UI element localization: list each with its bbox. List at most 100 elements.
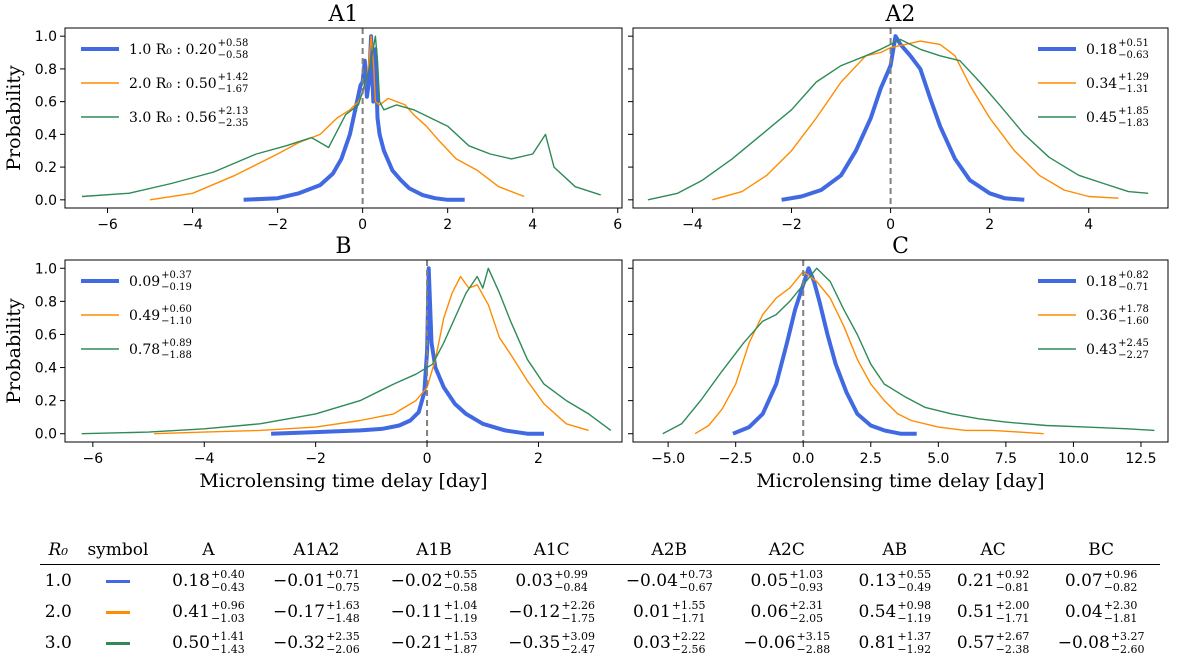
delay-cell: −0.01+0.71−0.75: [258, 565, 376, 597]
series-line-2: [695, 272, 1044, 434]
y-axis-label: Probability: [3, 65, 25, 171]
legend-err-down: −2.27: [1118, 350, 1149, 361]
legend-err-down: −1.10: [161, 316, 192, 327]
series-line-3: [663, 268, 1155, 433]
legend-label: 2.0 R₀ : 0.50: [129, 76, 217, 92]
series-line-2: [154, 277, 588, 434]
x-tick-label: −6: [83, 451, 104, 467]
y-tick-label: 0.0: [35, 427, 57, 443]
x-tick-label: −6: [97, 217, 118, 233]
x-axis-label: Microlensing time delay [day]: [756, 470, 1044, 492]
x-tick-label: 0: [358, 217, 367, 233]
legend-label: 0.09: [129, 274, 160, 290]
x-tick-label: −2: [305, 451, 326, 467]
legend-err-up: +1.42: [218, 72, 249, 83]
delay-cell: −0.17+1.63−1.48: [258, 596, 376, 627]
column-header: A1C: [493, 536, 611, 565]
legend-err-down: −0.58: [218, 50, 249, 61]
delay-cell: 0.03+2.22−2.56: [610, 627, 728, 658]
x-axis-label: Microlensing time delay [day]: [199, 470, 487, 492]
x-tick-label: 0.0: [792, 451, 814, 467]
delay-cell: 0.07+0.96−0.82: [1042, 565, 1160, 597]
column-header: BC: [1042, 536, 1160, 565]
series-line-1: [271, 268, 544, 433]
legend-label: 0.49: [129, 308, 160, 324]
x-tick-label: −4: [182, 217, 203, 233]
x-tick-label: 0: [886, 217, 895, 233]
delay-cell: −0.11+1.04−1.19: [375, 596, 493, 627]
legend-err-up: +0.60: [161, 304, 192, 315]
series-line-1: [733, 268, 917, 433]
y-tick-label: 0.6: [35, 95, 57, 111]
delay-cell: 0.01+1.55−1.71: [610, 596, 728, 627]
legend-err-down: −1.31: [1118, 84, 1149, 95]
column-header: A: [159, 536, 257, 565]
legend-err-down: −0.63: [1118, 50, 1149, 61]
delay-cell: −0.02+0.55−0.58: [375, 565, 493, 597]
x-tick-label: −5.0: [651, 451, 685, 467]
column-header: A1B: [375, 536, 493, 565]
legend-err-up: +1.29: [1118, 72, 1149, 83]
column-header: R₀: [40, 536, 77, 565]
x-tick-label: 2: [534, 451, 543, 467]
legend-label: 0.36: [1086, 308, 1117, 324]
symbol-cell: [77, 596, 160, 627]
r0-value: 1.0: [40, 565, 77, 597]
delay-cell: −0.04+0.73−0.67: [610, 565, 728, 597]
legend-err-up: +2.45: [1118, 338, 1149, 349]
delay-cell: −0.08+3.27−2.60: [1042, 627, 1160, 658]
x-tick-label: 6: [613, 217, 622, 233]
delay-cell: 0.51+2.00−1.71: [944, 596, 1042, 627]
legend-label: 0.78: [129, 342, 160, 358]
legend-label: 0.18: [1086, 42, 1117, 58]
y-tick-label: 0.4: [35, 127, 57, 143]
legend-label: 0.45: [1086, 110, 1117, 126]
x-tick-label: 10.0: [1058, 451, 1089, 467]
x-tick-label: 4: [528, 217, 537, 233]
x-tick-label: −2.5: [719, 451, 753, 467]
delay-cell: 0.18+0.40−0.43: [159, 565, 257, 597]
delay-cell: 0.50+1.41−1.43: [159, 627, 257, 658]
y-tick-label: 0.8: [35, 294, 57, 310]
x-tick-label: −4: [682, 217, 703, 233]
x-tick-label: −4: [194, 451, 215, 467]
column-header: symbol: [77, 536, 160, 565]
figure: A1 −6 −4 −2 0 2 4 6 0.0 0.2 0.4 0.6 0.8 1.0 Probabilit…: [0, 0, 1200, 530]
legend-err-down: −2.35: [218, 118, 249, 129]
legend-err-down: −1.60: [1118, 316, 1149, 327]
column-header: AC: [944, 536, 1042, 565]
delay-cell: 0.54+0.98−1.19: [846, 596, 944, 627]
y-tick-label: 0.2: [35, 160, 57, 176]
panel-title: A1: [328, 2, 359, 27]
delay-cell: −0.12+2.26−1.75: [493, 596, 611, 627]
column-header: AB: [846, 536, 944, 565]
delay-cell: −0.35+3.09−2.47: [493, 627, 611, 658]
legend-err-down: −0.19: [161, 282, 192, 293]
legend-label: 0.43: [1086, 342, 1117, 358]
delay-cell: 0.04+2.30−1.81: [1042, 596, 1160, 627]
legend-err-down: −1.88: [161, 350, 192, 361]
y-tick-label: 1.0: [35, 29, 57, 45]
r0-value: 3.0: [40, 627, 77, 658]
legend-label: 3.0 R₀ : 0.56: [129, 110, 217, 126]
legend-err-up: +0.89: [161, 338, 192, 349]
panel-title: C: [892, 234, 909, 259]
delay-cell: −0.21+1.53−1.87: [375, 627, 493, 658]
y-axis-label: Probability: [3, 298, 25, 404]
symbol-cell: [77, 627, 160, 658]
x-tick-label: 5.0: [927, 451, 949, 467]
legend-err-up: +0.58: [218, 38, 249, 49]
series-line-1: [782, 36, 1025, 200]
column-header: A2C: [728, 536, 846, 565]
legend-err-up: +1.85: [1118, 106, 1149, 117]
y-tick-label: 0.4: [35, 361, 57, 377]
legend-err-up: +0.37: [161, 270, 192, 281]
x-tick-label: 2: [443, 217, 452, 233]
